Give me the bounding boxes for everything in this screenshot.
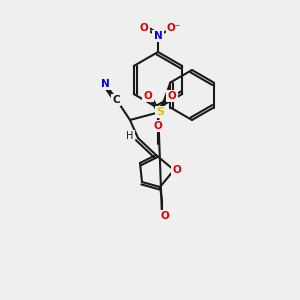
- Text: C: C: [112, 95, 120, 105]
- Text: O: O: [172, 165, 182, 175]
- Text: O: O: [144, 91, 152, 101]
- Text: O: O: [140, 23, 148, 33]
- Text: S: S: [156, 107, 164, 117]
- Text: H: H: [126, 131, 134, 141]
- Text: N: N: [154, 31, 162, 41]
- Text: N: N: [100, 79, 109, 89]
- Text: O⁻: O⁻: [167, 23, 181, 33]
- Text: O: O: [168, 91, 176, 101]
- Text: O: O: [154, 121, 162, 131]
- Text: O: O: [160, 211, 169, 221]
